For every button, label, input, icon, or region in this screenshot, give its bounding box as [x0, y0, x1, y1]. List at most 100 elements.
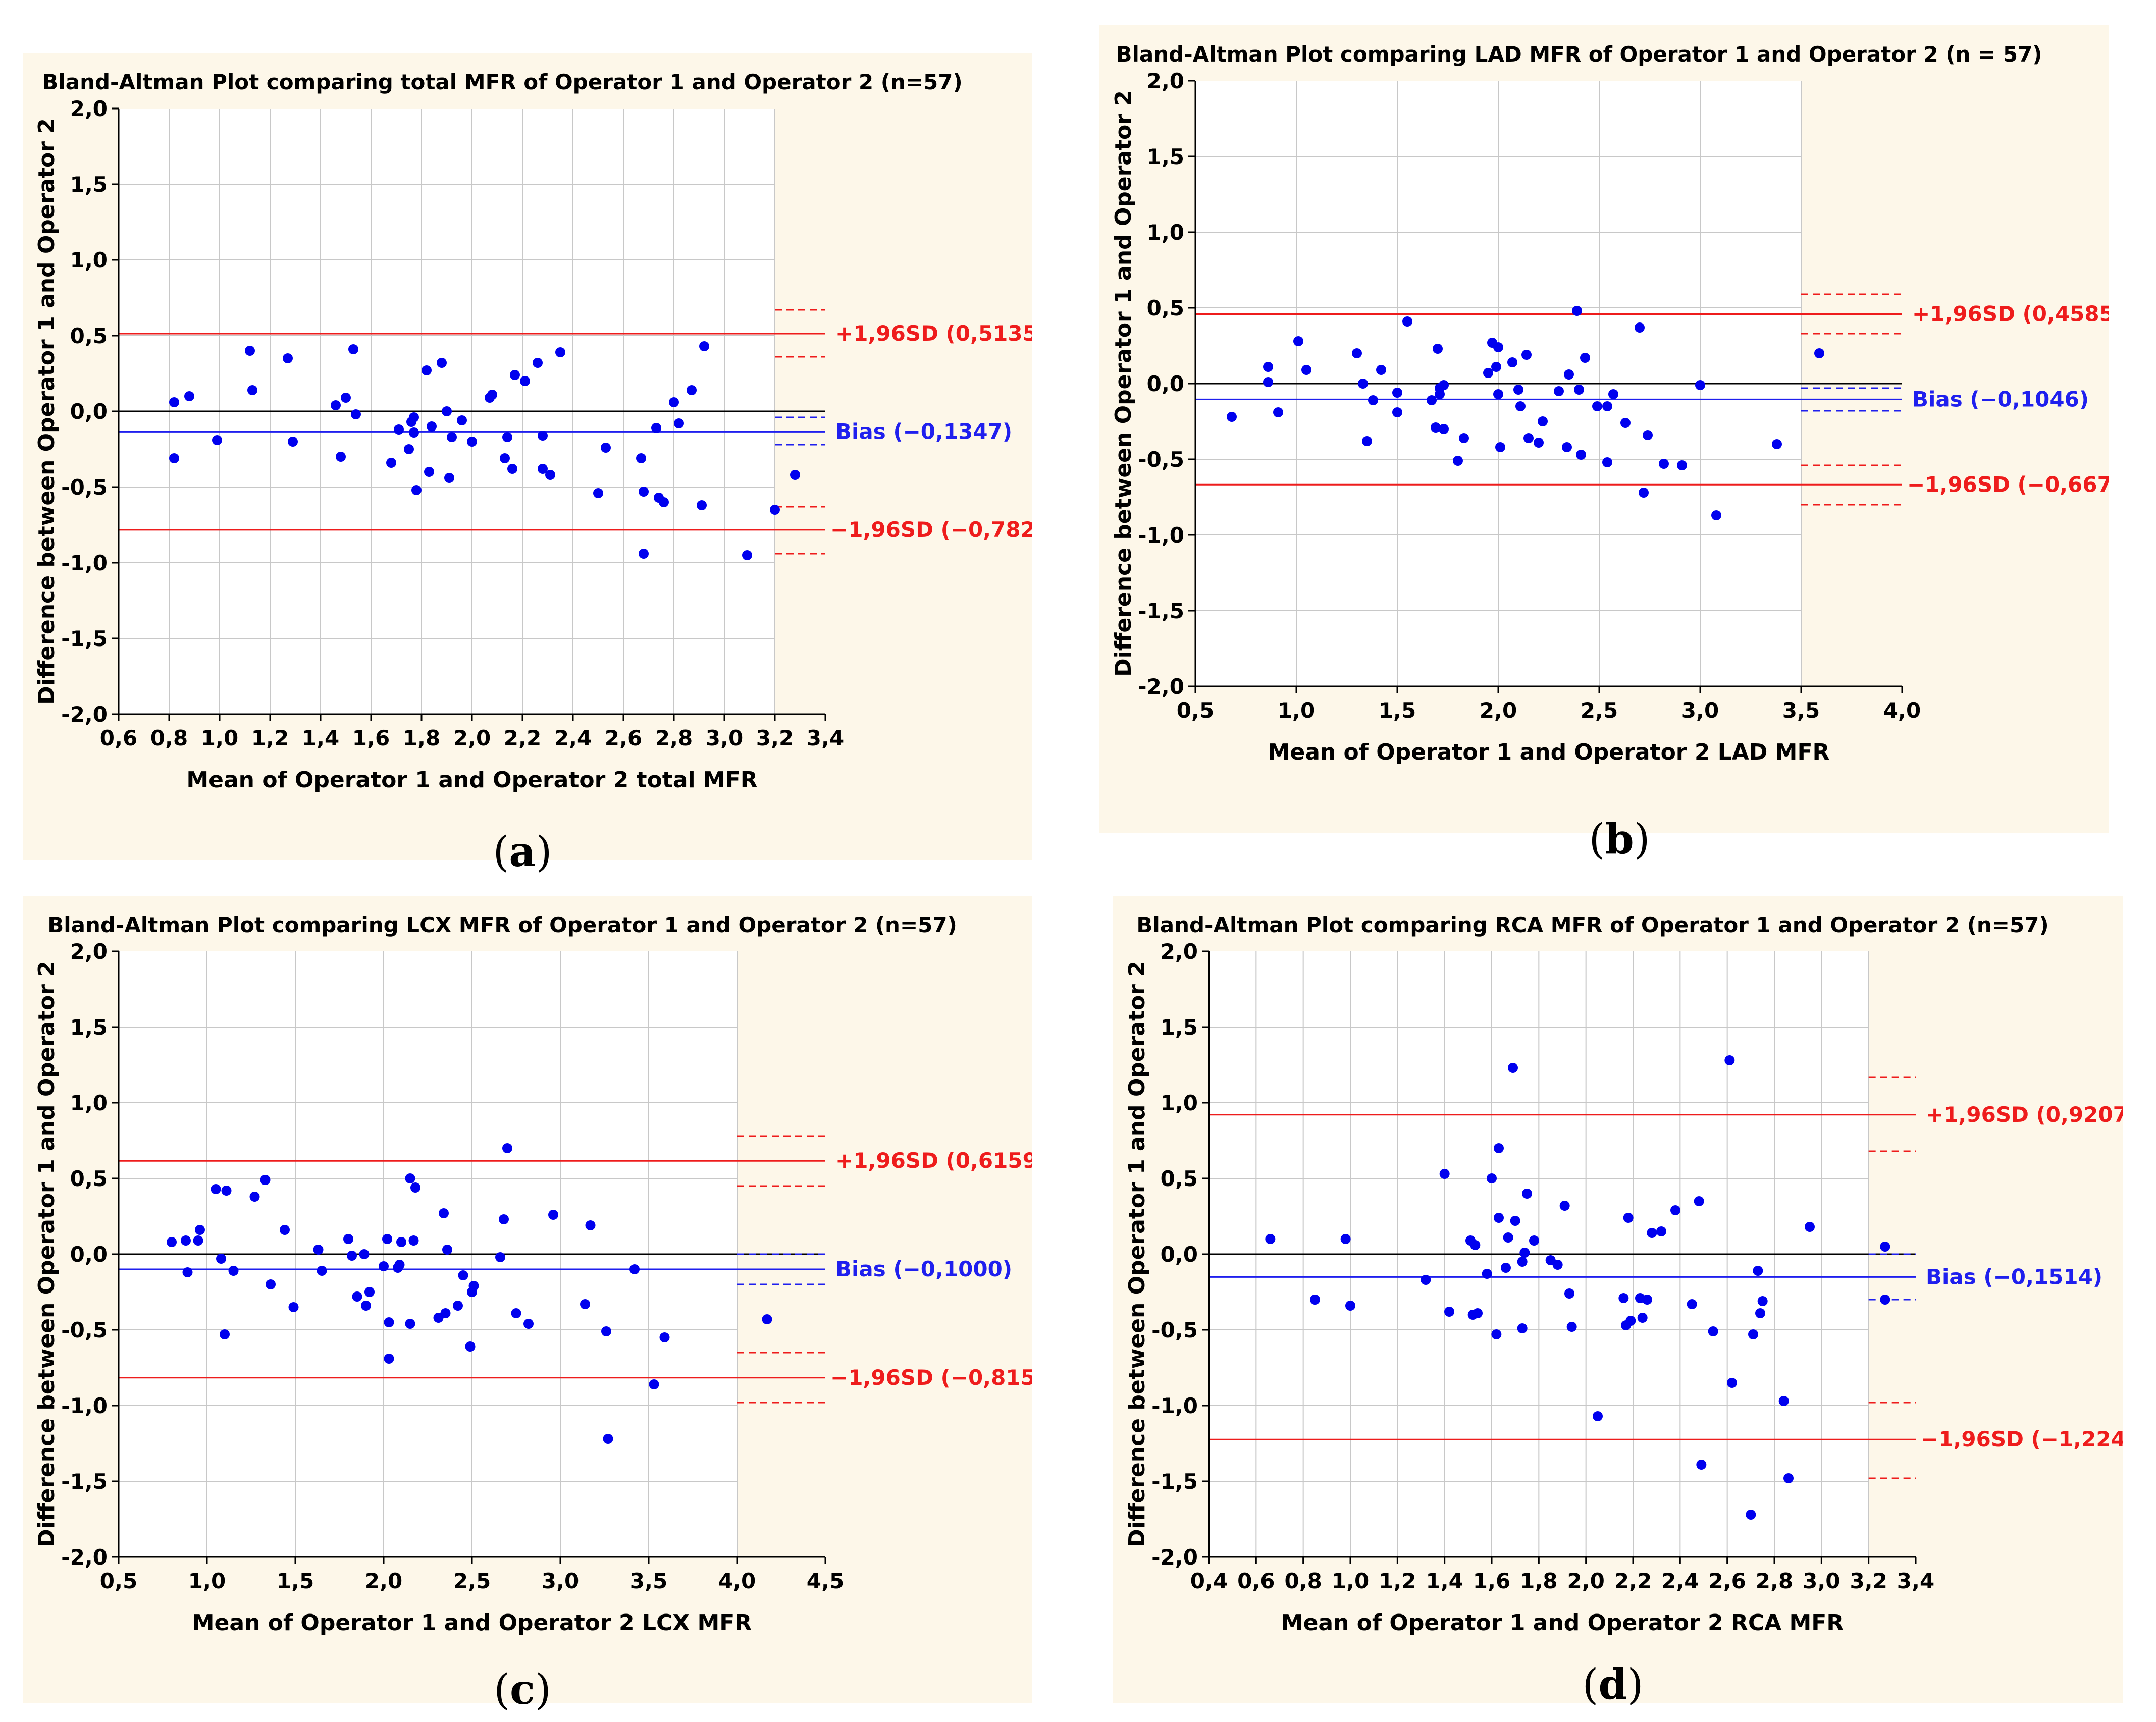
caption-paren: (	[1582, 1661, 1599, 1709]
data-point	[659, 497, 669, 507]
x-tick-label: 3,5	[630, 1569, 667, 1593]
data-point	[1263, 377, 1273, 387]
data-point	[762, 1314, 772, 1324]
data-point	[1637, 1313, 1648, 1323]
y-tick-label: -1,5	[61, 1469, 108, 1494]
data-point	[770, 505, 780, 515]
x-tick-label: 2,5	[453, 1569, 491, 1593]
x-tick-label: 3,4	[807, 726, 844, 750]
x-tick-label: 3,2	[1850, 1569, 1887, 1593]
data-point	[249, 1192, 260, 1202]
data-point	[364, 1287, 375, 1297]
data-point	[405, 1319, 415, 1329]
caption-paren: (	[1589, 816, 1605, 864]
data-point	[1642, 1295, 1652, 1305]
data-point	[347, 1251, 357, 1261]
data-point	[1508, 1063, 1518, 1073]
data-point	[212, 435, 222, 445]
caption-paren: )	[535, 1666, 551, 1714]
y-tick-label: -0,5	[1151, 1318, 1198, 1342]
x-tick-label: 1,6	[1473, 1569, 1510, 1593]
data-point	[1444, 1307, 1454, 1317]
x-tick-label: 1,4	[302, 726, 339, 750]
x-tick-label: 2,6	[1708, 1569, 1746, 1593]
lower-limit-label: −1,96SD (−0,6676)	[1907, 472, 2109, 497]
x-tick-label: 1,0	[1332, 1569, 1369, 1593]
y-tick-label: 0,5	[1147, 296, 1184, 320]
data-point	[500, 453, 510, 463]
data-point	[538, 431, 548, 441]
data-point	[458, 1270, 468, 1280]
data-point	[220, 1329, 230, 1339]
x-axis-label: Mean of Operator 1 and Operator 2 RCA MF…	[1281, 1610, 1844, 1636]
data-point	[1503, 1232, 1513, 1243]
y-tick-label: -2,0	[1151, 1545, 1198, 1570]
data-point	[593, 488, 603, 498]
y-tick-label: 1,5	[70, 172, 108, 197]
data-point	[1517, 1257, 1528, 1267]
data-point	[538, 464, 548, 474]
data-point	[382, 1234, 392, 1244]
data-point	[1694, 1196, 1704, 1206]
data-point	[1301, 365, 1311, 375]
data-point	[1564, 369, 1574, 380]
data-point	[288, 437, 298, 447]
data-point	[1580, 353, 1590, 363]
x-tick-label: 1,4	[1426, 1569, 1463, 1593]
bias-label: Bias (−0,1000)	[835, 1257, 1012, 1281]
data-point	[444, 473, 454, 483]
caption-letter: b	[1605, 815, 1634, 864]
data-point	[1487, 1173, 1497, 1183]
y-axis-label: Difference between Operator 1 and Operat…	[1111, 90, 1136, 677]
x-tick-label: 3,2	[756, 726, 794, 750]
data-point	[1695, 380, 1705, 390]
x-tick-label: 2,0	[1480, 698, 1517, 723]
caption-paren: )	[1634, 816, 1650, 864]
y-tick-label: 1,0	[1147, 220, 1184, 245]
data-point	[408, 1235, 419, 1246]
data-point	[336, 452, 346, 462]
data-point	[1562, 442, 1572, 452]
data-point	[1529, 1235, 1539, 1246]
data-point	[384, 1317, 394, 1327]
data-point	[1635, 322, 1645, 333]
data-point	[1392, 388, 1402, 398]
data-point	[447, 432, 457, 442]
data-point	[1608, 389, 1618, 399]
data-point	[674, 418, 684, 428]
data-point	[379, 1261, 389, 1271]
data-point	[585, 1220, 596, 1230]
data-point	[427, 421, 437, 432]
data-point	[507, 464, 517, 474]
data-point	[1814, 348, 1824, 358]
data-point	[1572, 306, 1582, 316]
data-point	[1523, 433, 1534, 443]
y-tick-label: 0,0	[70, 1242, 108, 1267]
chart-title: Bland-Altman Plot comparing RCA MFR of O…	[1136, 912, 2048, 937]
data-point	[1293, 336, 1303, 346]
data-point	[697, 500, 707, 510]
data-point	[1265, 1234, 1276, 1244]
data-point	[1392, 407, 1402, 417]
y-axis-label: Difference between Operator 1 and Operat…	[1124, 961, 1150, 1547]
data-point	[533, 358, 543, 368]
data-point	[580, 1299, 590, 1309]
data-point	[1753, 1266, 1763, 1276]
data-point	[182, 1267, 193, 1277]
data-point	[1507, 357, 1517, 367]
x-tick-label: 1,6	[352, 726, 390, 750]
data-point	[1618, 1293, 1629, 1303]
y-tick-label: -1,5	[1151, 1469, 1198, 1494]
data-point	[499, 1214, 509, 1224]
x-tick-label: 2,2	[1614, 1569, 1652, 1593]
data-point	[1656, 1226, 1666, 1236]
data-point	[1519, 1248, 1530, 1258]
data-point	[502, 1143, 512, 1153]
data-point	[169, 453, 179, 463]
data-point	[1783, 1473, 1794, 1483]
data-point	[266, 1279, 276, 1289]
data-point	[1746, 1510, 1756, 1520]
data-point	[1757, 1296, 1768, 1306]
y-tick-label: -1,0	[61, 1393, 108, 1418]
lower-limit-label: −1,96SD (−0,8159)	[830, 1365, 1032, 1390]
